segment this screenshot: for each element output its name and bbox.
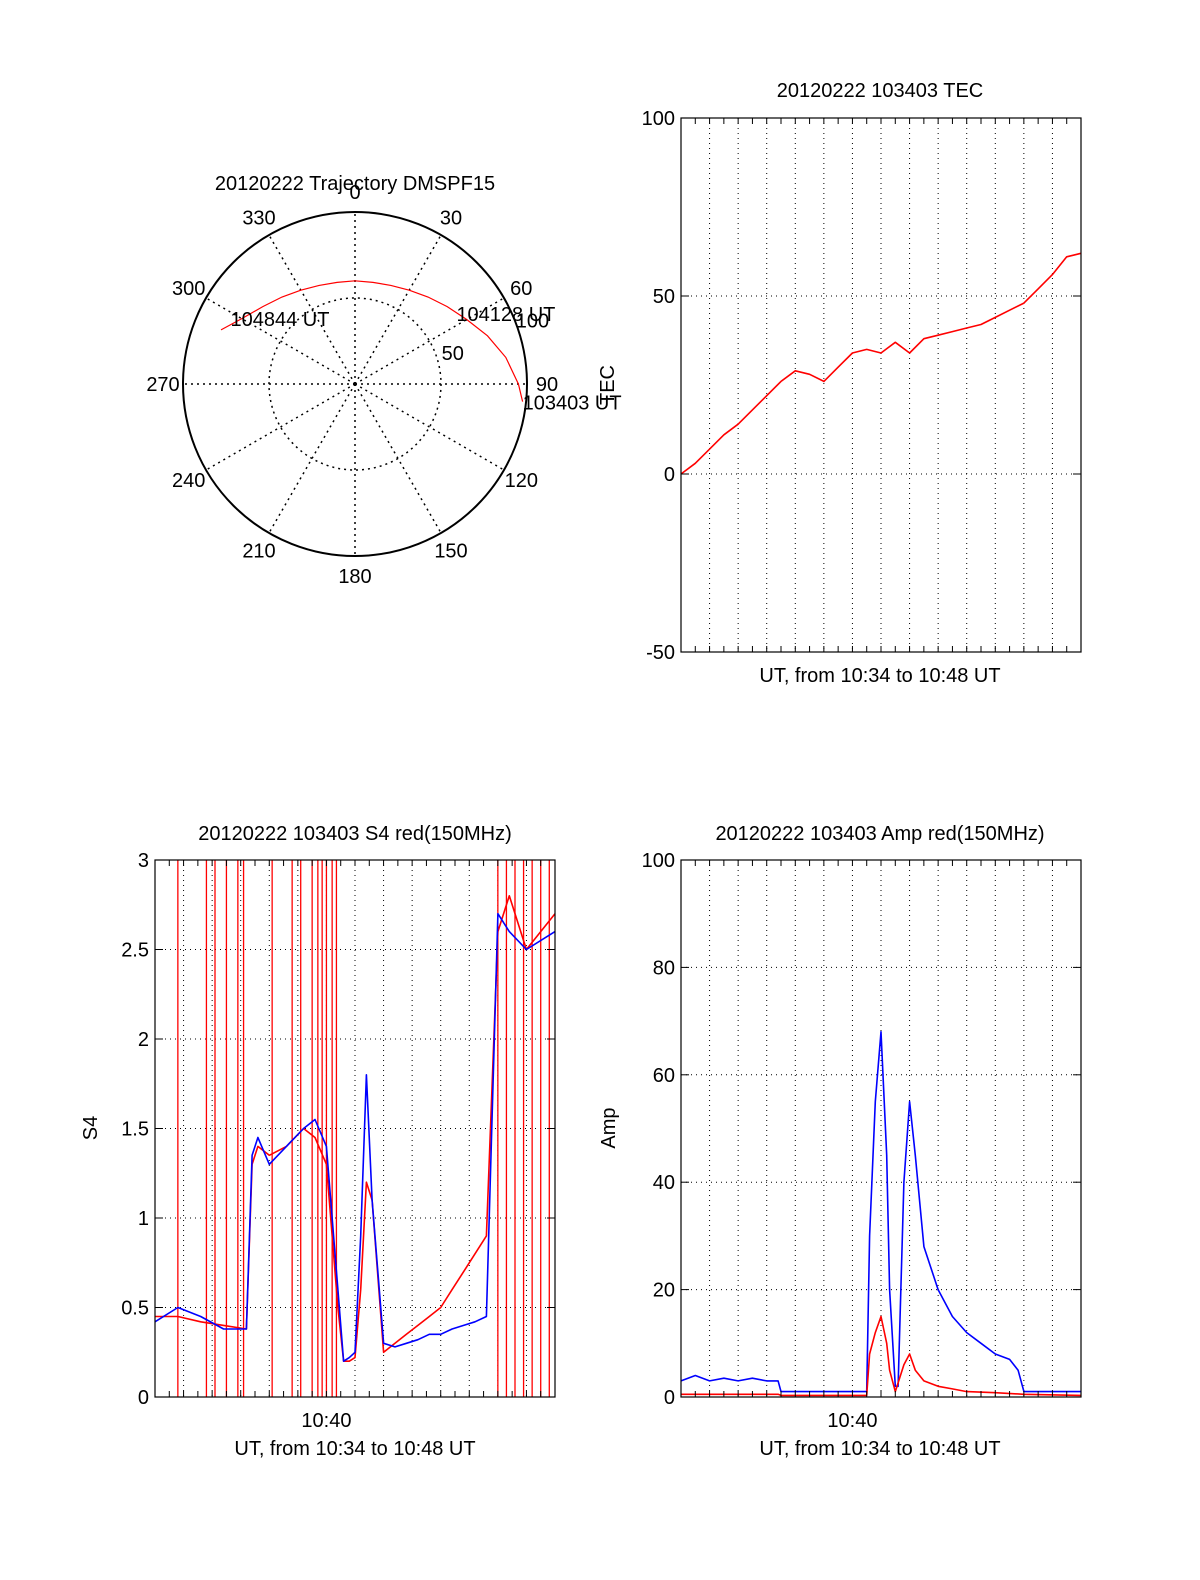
trajectory-time-label: 103403 UT bbox=[523, 393, 622, 415]
trajectory-line bbox=[220, 280, 524, 402]
y-tick-label: 60 bbox=[653, 1065, 675, 1087]
red-series-line bbox=[155, 894, 556, 1362]
angle-grid-spoke bbox=[268, 234, 356, 385]
blue-series-line bbox=[154, 912, 556, 1362]
y-axis-label: S4 bbox=[80, 1116, 102, 1140]
y-axis-label: TEC bbox=[597, 365, 619, 405]
y-axis-label: Amp bbox=[598, 1107, 620, 1148]
angle-grid-spoke bbox=[354, 234, 442, 385]
y-tick-label: 0 bbox=[664, 1387, 675, 1409]
angle-grid-spoke bbox=[354, 297, 505, 385]
y-tick-label: 80 bbox=[653, 957, 675, 979]
y-tick-label: 1 bbox=[138, 1208, 149, 1230]
angle-tick-label: 180 bbox=[338, 566, 371, 588]
series bbox=[680, 252, 1082, 475]
y-tick-label: 3 bbox=[138, 850, 149, 872]
red-series-line bbox=[680, 252, 1082, 475]
x-tick-label: 10:40 bbox=[301, 1410, 351, 1432]
axes: 0 0.5 1 1.5 2 2.5 3 10:40 bbox=[121, 850, 556, 1432]
chart-title: 20120222 103403 Amp red(150MHz) bbox=[715, 823, 1044, 845]
angle-tick-label: 300 bbox=[172, 278, 205, 300]
y-tick-label: 0 bbox=[138, 1387, 149, 1409]
y-tick-label: 2 bbox=[138, 1029, 149, 1051]
y-tick-label: -50 bbox=[646, 642, 675, 664]
angle-tick-label: 210 bbox=[242, 540, 275, 562]
s4-chart: 20120222 103403 S4 red(150MHz) 0 0.5 1 1.5 2… bbox=[80, 823, 556, 1460]
x-axis-label: UT, from 10:34 to 10:48 UT bbox=[759, 1438, 1000, 1460]
y-tick-label: 40 bbox=[653, 1172, 675, 1194]
chart-title: 20120222 103403 S4 red(150MHz) bbox=[198, 823, 512, 845]
radial-grid-circle bbox=[182, 211, 528, 557]
angle-grid-spoke bbox=[205, 383, 356, 471]
angle-tick-label: 120 bbox=[505, 470, 538, 492]
tec-chart: 20120222 103403 TEC -50 0 50 100 UT, from 1… bbox=[597, 80, 1082, 687]
angle-tick-label: 30 bbox=[440, 208, 462, 230]
y-tick-label: 2.5 bbox=[121, 940, 149, 962]
angle-grid-spoke bbox=[268, 383, 356, 534]
y-tick-label: 100 bbox=[642, 108, 675, 130]
trajectory-series bbox=[220, 280, 524, 402]
axes: 0 20 40 60 80 100 10:40 bbox=[642, 850, 1082, 1432]
x-tick-label: 10:40 bbox=[827, 1410, 877, 1432]
angle-tick-label: 240 bbox=[172, 470, 205, 492]
radial-tick-label: 100 bbox=[516, 311, 549, 333]
trajectory-annotations: 104844 UT 104128 UT 103403 UT bbox=[230, 304, 621, 415]
x-axis-label: UT, from 10:34 to 10:48 UT bbox=[234, 1438, 475, 1460]
radial-tick-labels: 50 100 bbox=[442, 311, 550, 365]
x-axis-label: UT, from 10:34 to 10:48 UT bbox=[759, 665, 1000, 687]
angle-tick-label: 0 bbox=[349, 182, 360, 204]
blue-series-line bbox=[680, 1031, 1081, 1393]
axes: -50 0 50 100 bbox=[642, 108, 1082, 664]
radial-tick-label: 50 bbox=[442, 343, 464, 365]
angle-tick-label: 60 bbox=[510, 278, 532, 300]
grid bbox=[681, 117, 1081, 653]
angle-tick-label: 270 bbox=[146, 374, 179, 396]
polar-trajectory-chart: 20120222 Trajectory DMSPF15 0 30 60 90 120 15… bbox=[146, 173, 621, 588]
y-tick-label: 20 bbox=[653, 1280, 675, 1302]
y-tick-label: 0 bbox=[664, 464, 675, 486]
angle-grid-spoke bbox=[205, 297, 356, 385]
angle-tick-label: 150 bbox=[434, 540, 467, 562]
y-tick-label: 100 bbox=[642, 850, 675, 872]
chart-title: 20120222 103403 TEC bbox=[777, 80, 983, 102]
trajectory-time-label: 104844 UT bbox=[230, 309, 329, 331]
y-tick-label: 1.5 bbox=[121, 1119, 149, 1141]
series bbox=[154, 860, 556, 1397]
polar-grid bbox=[182, 211, 528, 557]
angle-grid-spoke bbox=[354, 383, 442, 534]
angle-tick-labels: 0 30 60 90 120 150 180 210 240 270 300 330 bbox=[146, 182, 558, 588]
angle-grid-spoke bbox=[354, 383, 505, 471]
angle-tick-label: 90 bbox=[536, 374, 558, 396]
y-tick-label: 0.5 bbox=[121, 1298, 149, 1320]
angle-tick-label: 330 bbox=[242, 208, 275, 230]
chart-title: 20120222 Trajectory DMSPF15 bbox=[215, 173, 495, 195]
y-tick-label: 50 bbox=[653, 286, 675, 308]
amp-chart: 20120222 103403 Amp red(150MHz) 0 20 40 60 8… bbox=[598, 823, 1082, 1460]
trajectory-time-label: 104128 UT bbox=[456, 304, 555, 326]
